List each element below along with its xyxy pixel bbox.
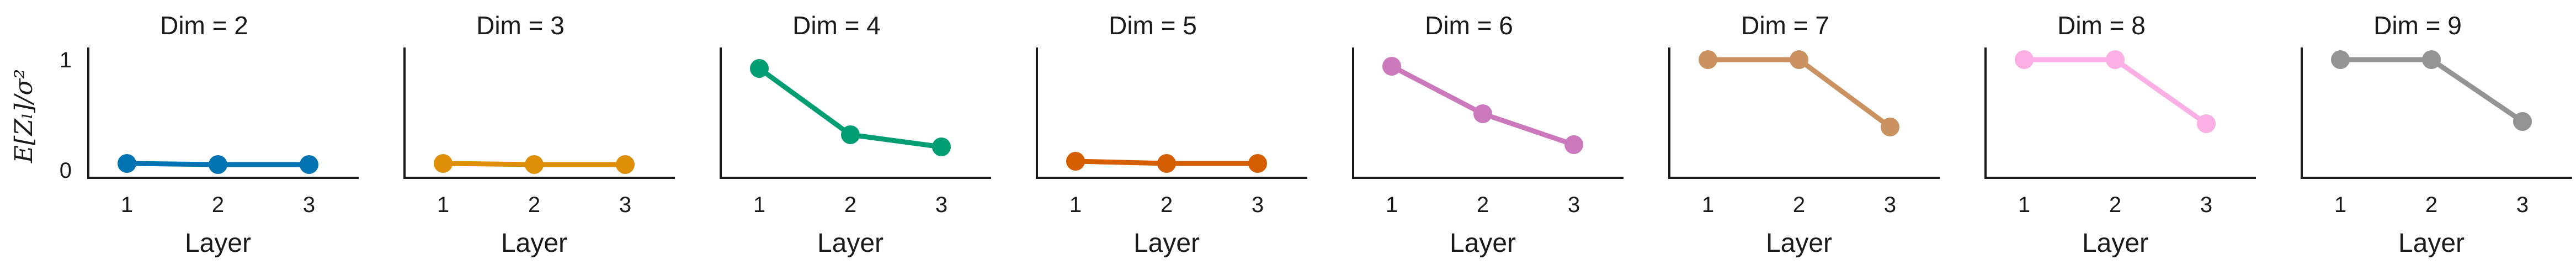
series-line xyxy=(1705,57,1893,130)
data-point xyxy=(2197,114,2216,133)
panel-title: Dim = 3 xyxy=(476,11,565,40)
x-tick-label: 3 xyxy=(619,193,631,217)
x-tick-label: 1 xyxy=(1702,193,1714,217)
panel-1: Dim = 2 0 1 1 2 3 Layer xyxy=(60,11,359,258)
data-point xyxy=(1248,154,1267,173)
panel-title: Dim = 4 xyxy=(792,11,881,40)
data-point xyxy=(616,155,635,174)
data-point xyxy=(841,125,860,144)
panel-title: Dim = 5 xyxy=(1109,11,1197,40)
data-point xyxy=(1066,152,1085,171)
x-tick-label: 3 xyxy=(303,193,315,217)
data-point xyxy=(1790,50,1808,69)
panel-7: Dim = 8 1 2 3 Layer xyxy=(1984,11,2256,258)
data-point xyxy=(1382,57,1401,76)
data-point xyxy=(434,154,453,173)
panel-8: Dim = 9 1 2 3 Layer xyxy=(2301,11,2572,258)
data-point xyxy=(1564,135,1583,154)
x-tick-label: 1 xyxy=(1069,193,1082,217)
panel-6: Dim = 7 1 2 3 Layer xyxy=(1668,11,1940,258)
x-tick-label: 1 xyxy=(121,193,133,217)
series-line xyxy=(2021,57,2209,126)
x-axis-label: Layer xyxy=(817,229,883,258)
data-point xyxy=(525,155,544,174)
data-point xyxy=(2422,50,2441,69)
x-tick-label: 2 xyxy=(1477,193,1489,217)
data-point xyxy=(2106,50,2125,69)
x-tick-label: 3 xyxy=(2516,193,2529,217)
panel-title: Dim = 9 xyxy=(2373,11,2462,40)
x-axis-label: Layer xyxy=(1766,229,1832,258)
panel-title: Dim = 6 xyxy=(1425,11,1513,40)
x-axis-label: Layer xyxy=(1450,229,1516,258)
data-point xyxy=(2513,112,2532,131)
data-point xyxy=(118,154,136,173)
data-point xyxy=(750,59,769,78)
x-axis-label: Layer xyxy=(501,229,567,258)
panels: Dim = 2 0 1 1 2 3 Layer Dim = 3 1 2 3 Layer Dim = 4 1… xyxy=(60,11,2572,258)
data-point xyxy=(209,155,227,174)
panel-5: Dim = 6 1 2 3 Layer xyxy=(1352,11,1624,258)
x-tick-label: 2 xyxy=(1161,193,1173,217)
x-tick-label: 1 xyxy=(2334,193,2346,217)
x-axis-label: Layer xyxy=(1133,229,1200,258)
panel-2: Dim = 3 1 2 3 Layer xyxy=(403,11,675,258)
x-tick-label: 2 xyxy=(528,193,540,217)
x-tick-label: 2 xyxy=(2109,193,2121,217)
data-point xyxy=(1157,154,1176,173)
x-tick-label: 1 xyxy=(753,193,765,217)
x-tick-label: 1 xyxy=(1386,193,1398,217)
panel-title: Dim = 7 xyxy=(1741,11,1829,40)
panel-title: Dim = 2 xyxy=(160,11,248,40)
data-point xyxy=(1473,104,1492,123)
x-tick-label: 3 xyxy=(2200,193,2212,217)
data-point xyxy=(2331,50,2350,69)
x-axis-label: Layer xyxy=(2082,229,2148,258)
x-tick-label: 1 xyxy=(2018,193,2030,217)
y-tick-label: 1 xyxy=(60,48,72,72)
x-tick-label: 3 xyxy=(1252,193,1264,217)
x-tick-label: 3 xyxy=(1568,193,1580,217)
panel-4: Dim = 5 1 2 3 Layer xyxy=(1036,11,1307,258)
data-point xyxy=(1699,50,1717,69)
x-tick-label: 3 xyxy=(935,193,948,217)
panel-title: Dim = 8 xyxy=(2057,11,2146,40)
x-tick-label: 3 xyxy=(1884,193,1896,217)
data-point xyxy=(300,155,318,174)
panel-3: Dim = 4 1 2 3 Layer xyxy=(720,11,991,258)
x-tick-label: 2 xyxy=(2425,193,2437,217)
y-axis-label: E[Zₗ]/σ² xyxy=(10,69,38,163)
data-point xyxy=(932,138,951,156)
data-point xyxy=(1881,118,1899,136)
y-tick-label: 0 xyxy=(60,158,72,183)
data-point xyxy=(2015,50,2034,69)
x-tick-label: 2 xyxy=(1793,193,1805,217)
x-axis-label: Layer xyxy=(185,229,251,258)
x-tick-label: 2 xyxy=(844,193,856,217)
x-tick-label: 2 xyxy=(212,193,224,217)
x-axis-label: Layer xyxy=(2398,229,2465,258)
x-tick-label: 1 xyxy=(437,193,449,217)
